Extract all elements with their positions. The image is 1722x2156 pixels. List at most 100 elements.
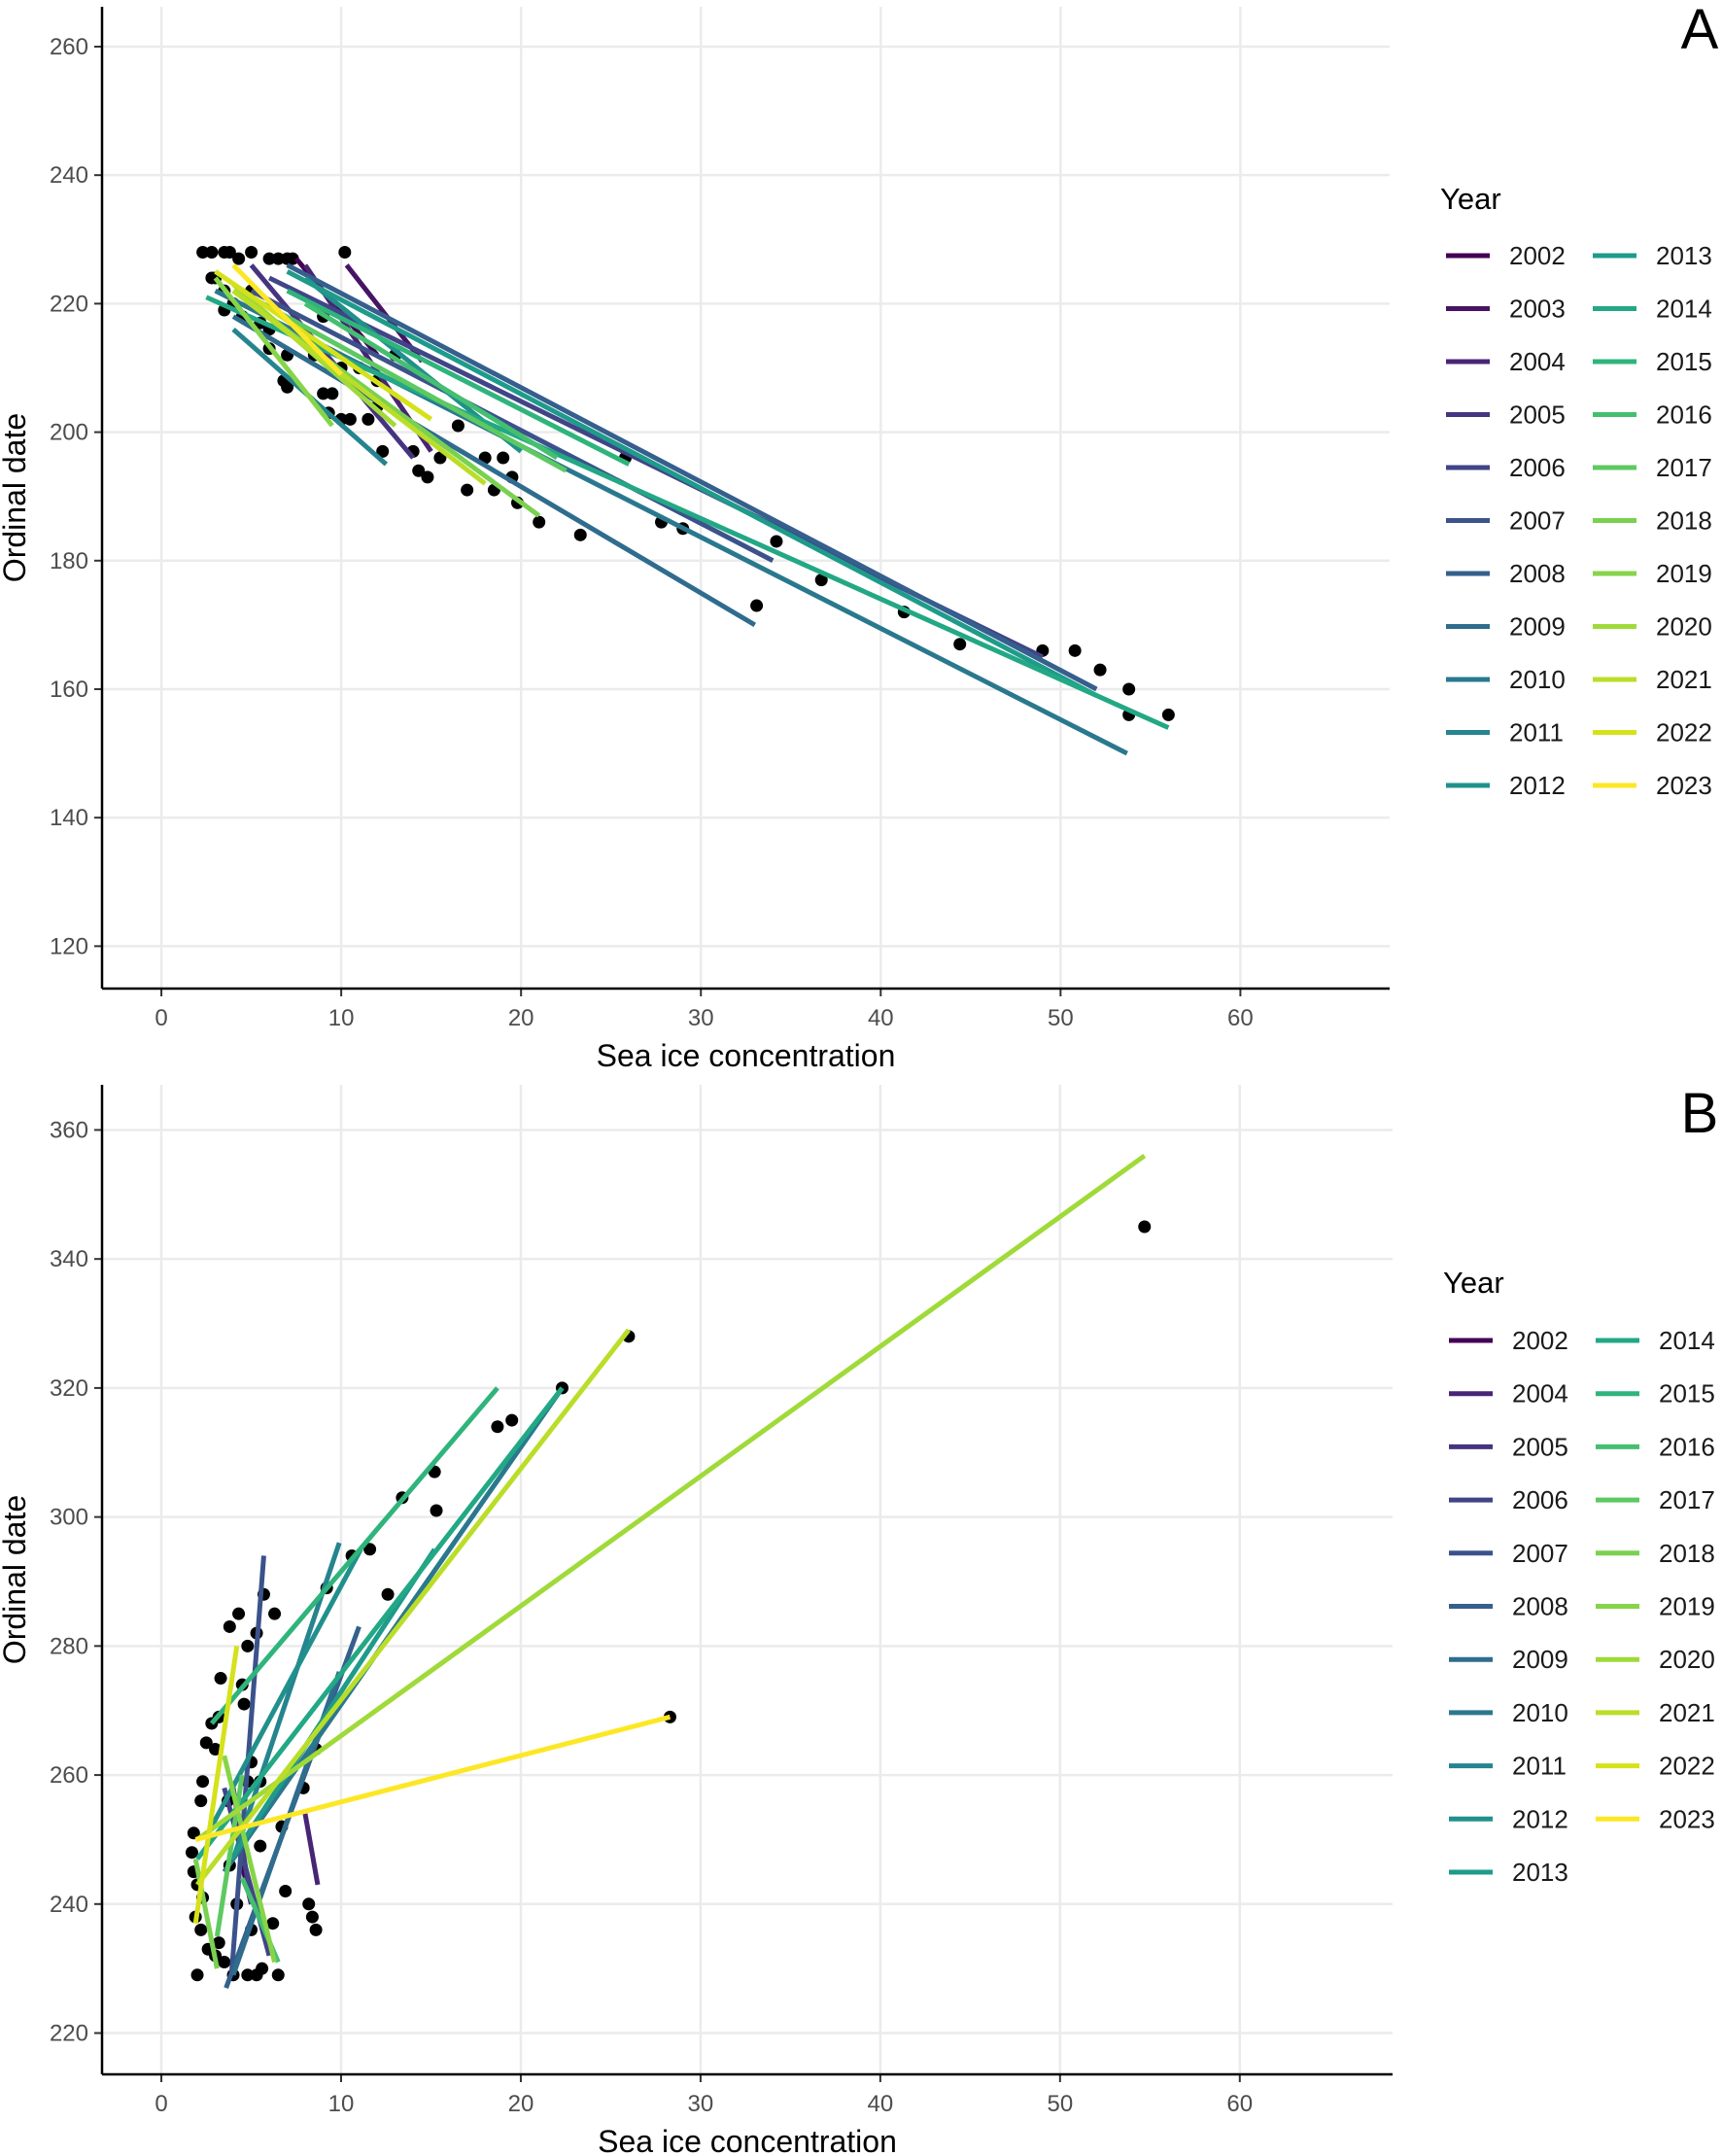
legend-label-2021: 2021: [1656, 665, 1712, 694]
data-point: [187, 1826, 200, 1840]
data-point: [343, 412, 357, 426]
legend-label-2017: 2017: [1659, 1485, 1715, 1514]
y-tick-label: 140: [50, 805, 88, 831]
panel-tag: A: [1681, 0, 1719, 61]
y-tick-label: 320: [50, 1375, 88, 1402]
x-tick-label: 40: [868, 1005, 894, 1031]
trend-line-2007: [228, 1555, 266, 1975]
trend-line-2022: [192, 1645, 240, 1925]
legend-label-2015: 2015: [1656, 347, 1712, 376]
trend-line-2008: [286, 262, 1098, 692]
data-point: [1122, 682, 1136, 696]
data-point: [497, 451, 510, 465]
legend-label-2011: 2011: [1512, 1752, 1567, 1781]
legend-label-2005: 2005: [1512, 1432, 1568, 1461]
data-point: [205, 246, 219, 259]
legend-label-2020: 2020: [1659, 1645, 1715, 1674]
data-point: [363, 1543, 377, 1556]
legend-label-2005: 2005: [1509, 400, 1566, 430]
x-tick-label: 20: [508, 2091, 534, 2117]
y-tick-label: 220: [50, 291, 88, 317]
data-point: [451, 419, 465, 433]
data-point: [279, 1885, 293, 1898]
data-point: [232, 1607, 246, 1620]
data-point: [1138, 1220, 1152, 1234]
legend-label-2010: 2010: [1512, 1698, 1568, 1727]
trend-line-2017: [250, 295, 568, 473]
data-point: [214, 1672, 227, 1686]
trend-line-2014: [195, 1386, 565, 1860]
legend-label-2021: 2021: [1659, 1698, 1715, 1727]
legend-label-2023: 2023: [1656, 771, 1712, 800]
legend-label-2002: 2002: [1512, 1326, 1568, 1355]
data-point: [573, 528, 587, 541]
data-point: [533, 515, 546, 529]
y-tick-label: 160: [50, 677, 88, 703]
data-point: [271, 1968, 285, 1982]
data-point: [305, 1910, 319, 1924]
data-point: [232, 252, 246, 265]
legend-label-2002: 2002: [1509, 241, 1566, 270]
trend-line-2021: [231, 289, 487, 486]
data-point: [199, 1736, 213, 1750]
y-tick-label: 260: [50, 1762, 88, 1789]
x-tick-label: 10: [328, 1005, 355, 1031]
trend-line-2023: [231, 262, 343, 376]
trend-line-2013: [229, 1547, 437, 1860]
legend-label-2004: 2004: [1509, 347, 1566, 376]
legend-label-2007: 2007: [1512, 1539, 1568, 1568]
trend-line-2021: [195, 1328, 631, 1887]
x-tick-label: 40: [868, 2091, 894, 2117]
x-tick-label: 50: [1048, 1005, 1074, 1031]
data-point: [241, 1968, 255, 1982]
y-tick-label: 280: [50, 1633, 88, 1659]
legend-label-2004: 2004: [1512, 1379, 1568, 1408]
data-point: [770, 535, 783, 548]
trend-line-2007: [250, 288, 775, 563]
data-point: [1093, 663, 1107, 677]
trend-line-2015: [209, 1386, 499, 1725]
data-point: [433, 451, 447, 465]
legend-label-2016: 2016: [1656, 400, 1712, 430]
legend-title: Year: [1443, 1266, 1504, 1300]
data-point: [362, 412, 375, 426]
legend-label-2003: 2003: [1509, 295, 1566, 324]
legend-label-2013: 2013: [1512, 1858, 1568, 1887]
legend-label-2022: 2022: [1656, 718, 1712, 748]
x-tick-label: 10: [328, 2091, 355, 2117]
trend-line-2009: [231, 314, 757, 628]
legend-label-2006: 2006: [1509, 453, 1566, 482]
trend-line-2023: [194, 1714, 672, 1842]
legend-label-2014: 2014: [1656, 295, 1712, 324]
data-point: [194, 1794, 208, 1808]
trend-line-2017: [214, 1774, 245, 1937]
trend-line-2004: [302, 1813, 321, 1886]
trend-line-2019: [222, 1755, 277, 1964]
x-tick-label: 60: [1227, 1005, 1254, 1031]
trend-line-2020: [195, 1153, 1147, 1842]
legend-label-2018: 2018: [1656, 506, 1712, 536]
legend-label-2013: 2013: [1656, 241, 1712, 270]
data-point: [381, 1587, 395, 1601]
trend-line-2019: [213, 276, 334, 428]
data-point: [223, 246, 236, 259]
trend-line-2013: [286, 269, 1098, 698]
data-point: [1161, 708, 1175, 721]
legend: Year 2002 2003 2004 2005 2006 2007 2008 2009 2010…: [1440, 182, 1712, 800]
y-tick-label: 360: [50, 1117, 88, 1143]
legend-title: Year: [1440, 182, 1501, 216]
data-point: [461, 483, 474, 497]
legend-label-2009: 2009: [1512, 1645, 1568, 1674]
legend-label-2014: 2014: [1659, 1326, 1715, 1355]
data-point: [412, 464, 426, 477]
data-point: [237, 1697, 251, 1711]
x-tick-label: 20: [508, 1005, 534, 1031]
x-tick-label: 50: [1047, 2091, 1073, 2117]
data-point: [953, 638, 967, 651]
data-point: [212, 1936, 225, 1950]
trend-line-2022: [214, 269, 433, 422]
y-tick-label: 180: [50, 548, 88, 574]
data-point: [218, 1956, 231, 1969]
data-point: [814, 574, 828, 587]
